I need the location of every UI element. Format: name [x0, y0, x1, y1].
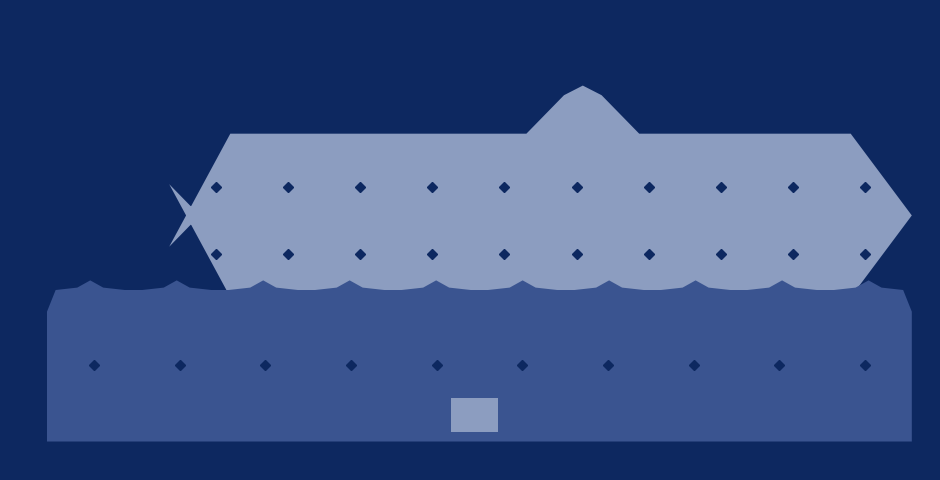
Bar	[451, 398, 498, 432]
Polygon shape	[169, 86, 912, 298]
Polygon shape	[47, 281, 912, 442]
